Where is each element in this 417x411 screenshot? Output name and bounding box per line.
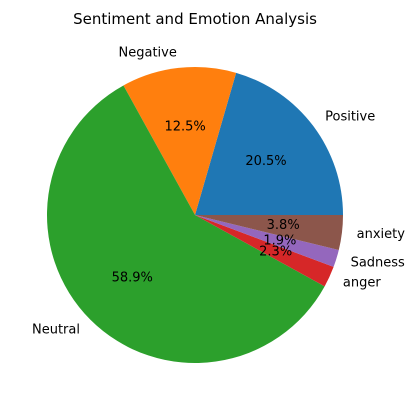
slice-pct-anxiety: 3.8%	[267, 218, 300, 233]
slice-anxiety	[195, 215, 343, 251]
slice-pct-anger: 2.3%	[259, 245, 292, 260]
pie-slices	[47, 67, 343, 364]
slice-positive	[195, 72, 343, 215]
slice-pct-positive: 20.5%	[245, 154, 286, 169]
slice-label-positive: Positive	[325, 110, 375, 125]
slice-label-sadness: Sadness	[351, 255, 405, 270]
slice-neutral	[47, 85, 325, 364]
slice-sadness	[195, 215, 339, 267]
pie-labels: Positive 20.5% Negative 12.5% Neutral 58.9% an…	[32, 46, 405, 338]
slice-label-anxiety: anxiety	[357, 227, 406, 242]
slice-label-neutral: Neutral	[32, 323, 80, 338]
slice-pct-negative: 12.5%	[164, 119, 205, 134]
chart-title: Sentiment and Emotion Analysis	[73, 10, 317, 28]
slice-anger	[195, 215, 334, 287]
slice-negative	[123, 67, 237, 216]
slice-label-anger: anger	[343, 275, 381, 290]
slice-label-negative: Negative	[119, 46, 177, 61]
slice-pct-sadness: 1.9%	[263, 234, 296, 249]
slice-pct-neutral: 58.9%	[112, 270, 153, 285]
